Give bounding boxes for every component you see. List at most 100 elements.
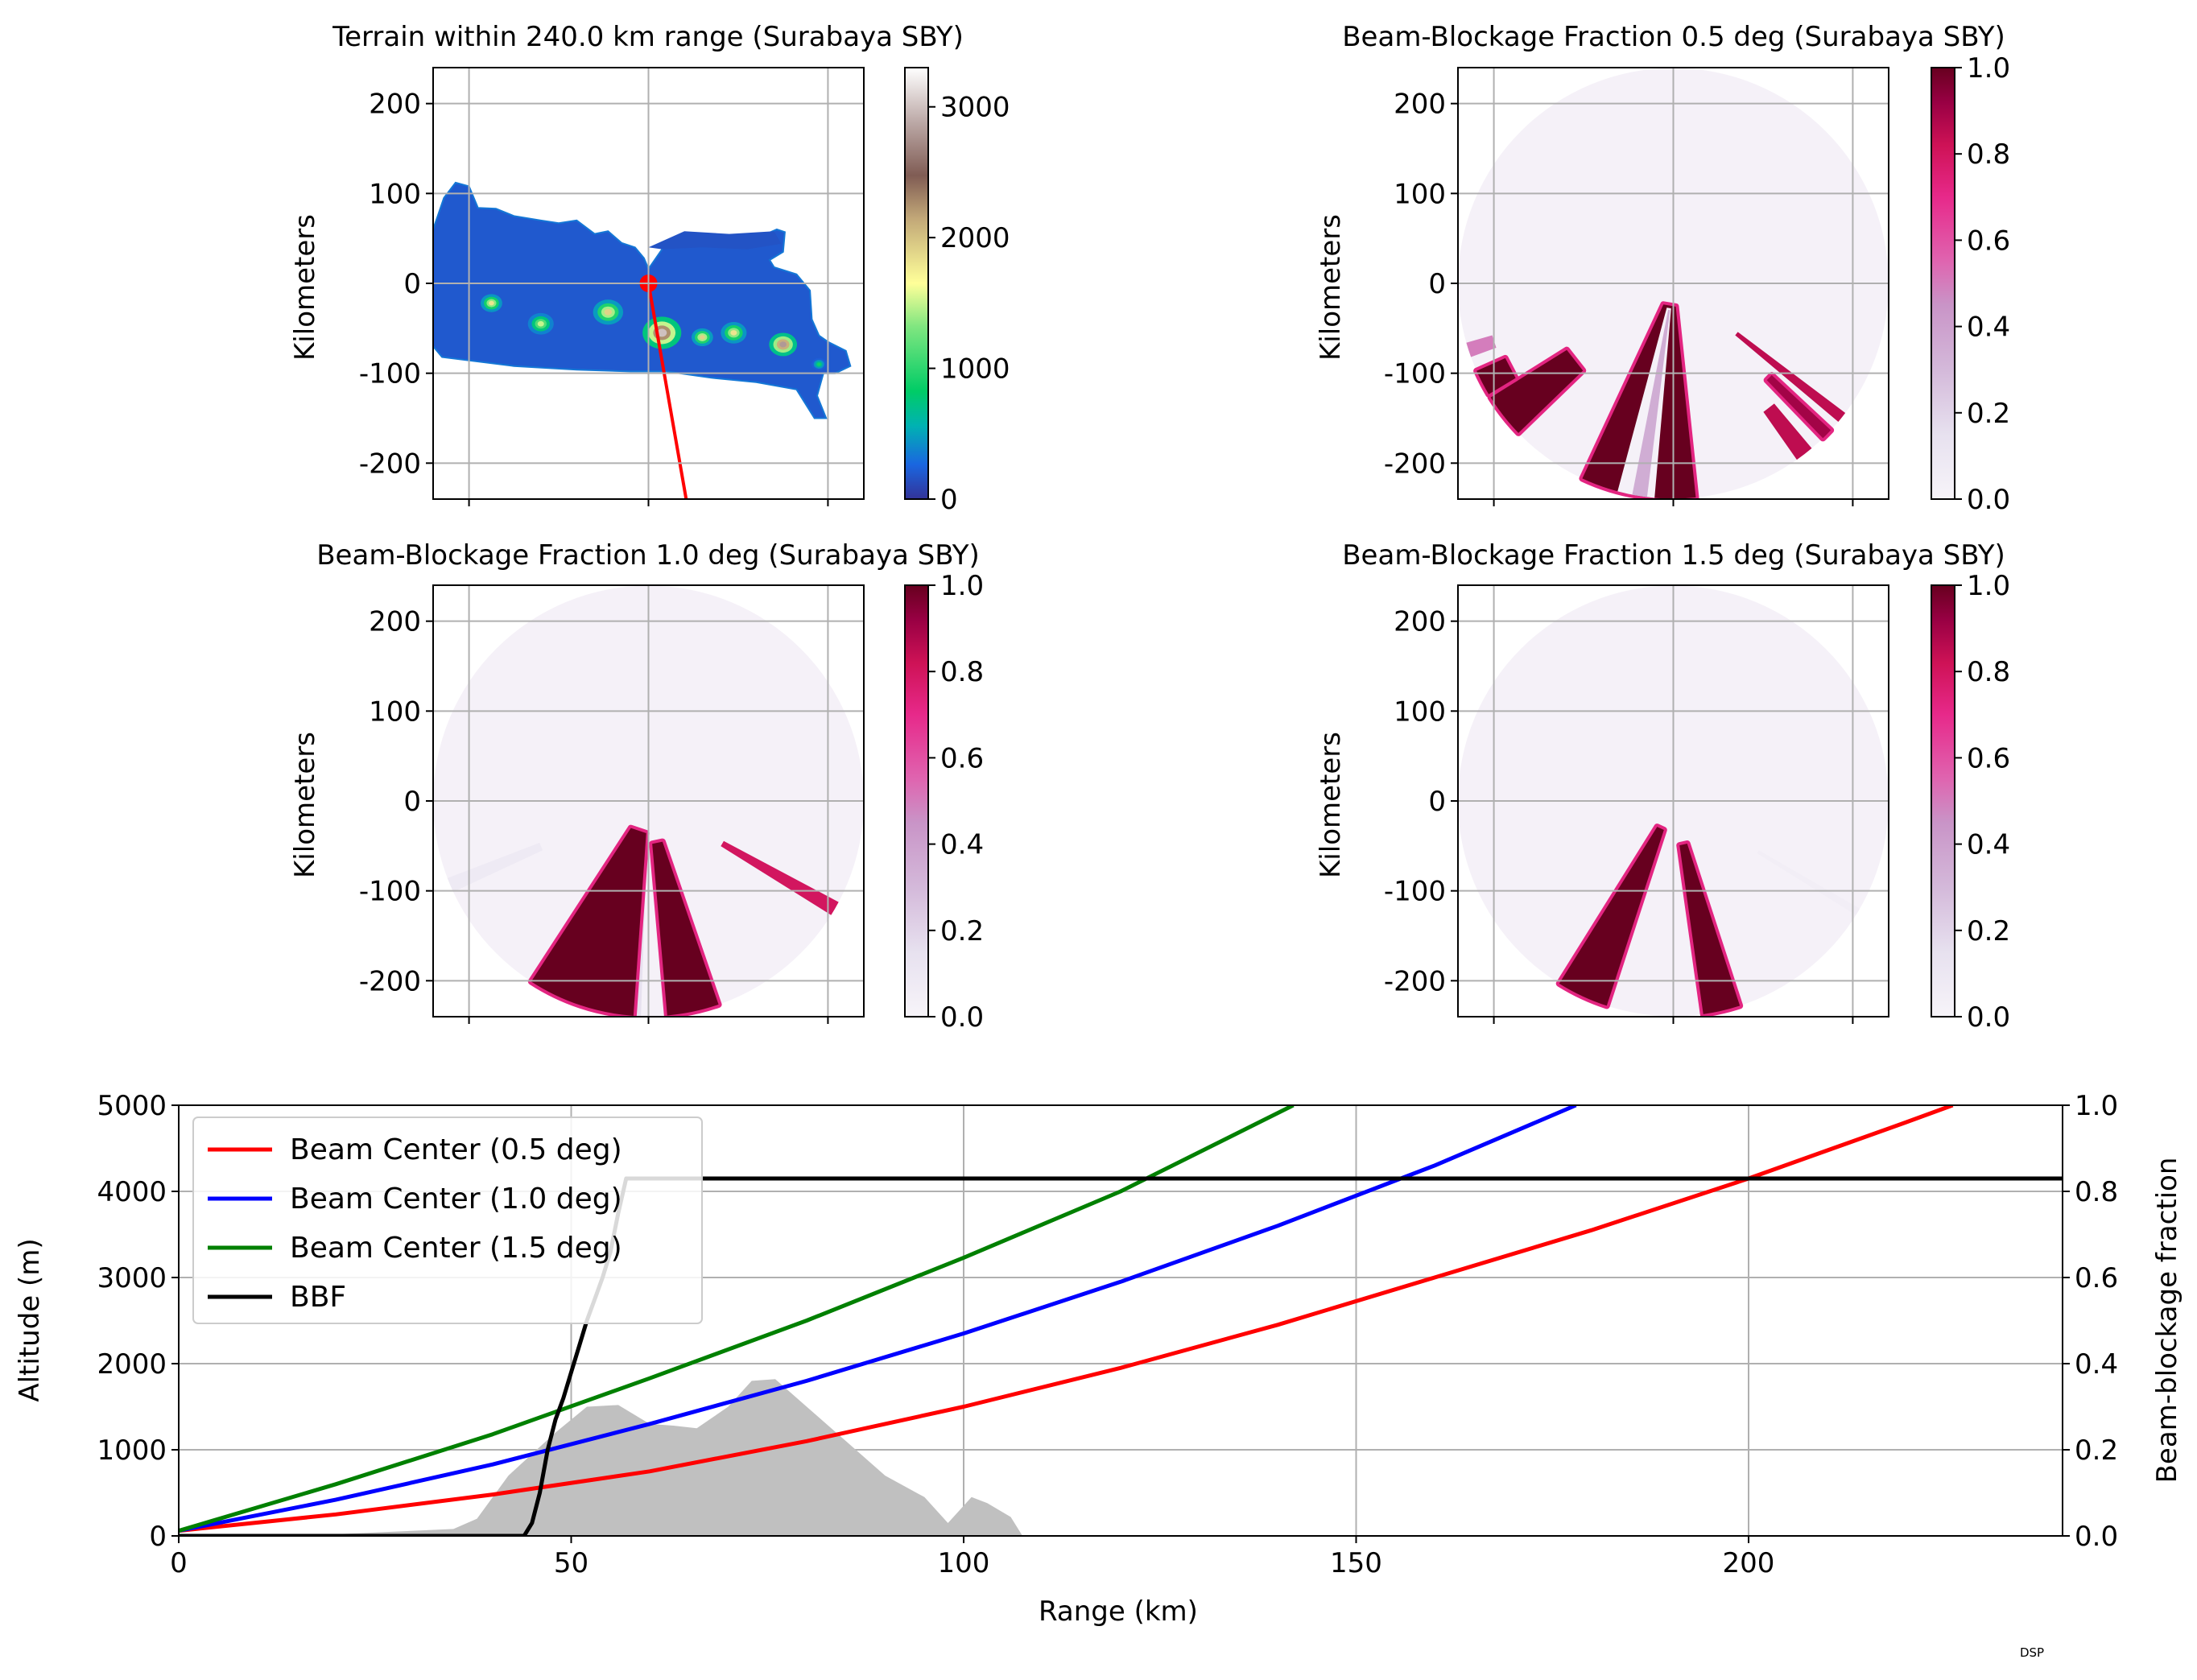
colorbar-tick-label: 0.2 [940, 915, 984, 947]
terrain-peak-3 [657, 328, 667, 337]
y-tick-label: 100 [1394, 178, 1446, 210]
blockage-sector-6 [1490, 349, 1584, 433]
bbf-1-0-deg-title: Beam-Blockage Fraction 1.0 deg (Surabaya… [316, 539, 980, 572]
colorbar-gradient [1931, 584, 1955, 1017]
profile-y2-tick-label: 0.0 [2075, 1521, 2118, 1553]
profile-y2-tick-label: 0.2 [2075, 1434, 2118, 1467]
legend-label-2: Beam Center (1.5 deg) [290, 1232, 622, 1265]
y-tick-label: 0 [1428, 786, 1446, 818]
terrain-peak-2 [604, 308, 613, 316]
profile-y-tick-label: 0 [149, 1521, 167, 1553]
colorbar-tick-label: 0.8 [1967, 138, 2010, 171]
terrain-peak-4 [700, 335, 705, 340]
blockage-sector-2 [1757, 850, 1860, 915]
blockage-sector-4 [447, 842, 543, 893]
terrain-colorbar: 0 1000 2000 3000 [904, 67, 1010, 516]
profile-x-tick-label: 150 [1330, 1547, 1382, 1579]
y-tick-label: 0 [403, 786, 421, 818]
profile-legend: Beam Center (0.5 deg) Beam Center (1.0 de… [192, 1117, 703, 1324]
bbf-1-0-deg-panel: Beam-Blockage Fraction 1.0 deg (Surabaya… [289, 539, 984, 1034]
y-tick-label: 200 [1394, 89, 1446, 121]
colorbar-tick-label: 1.0 [940, 570, 984, 602]
terrain-peak-7 [816, 362, 821, 366]
blockage-sector-0 [1679, 844, 1741, 1014]
y-tick-label: 100 [369, 178, 421, 210]
series-line-1 [179, 1105, 1577, 1533]
bbf-0-5-deg-panel: Beam-Blockage Fraction 0.5 deg (Surabaya… [1315, 21, 2010, 516]
bbf-1-5-deg-plot-area [1457, 584, 1889, 1017]
profile-x-tick-label: 100 [938, 1547, 990, 1579]
profile-y2label: Beam-blockage fraction [2151, 1158, 2183, 1484]
bbf-1-5-deg-ylabel: Kilometers [1315, 732, 1347, 878]
colorbar-tick-label: 1000 [940, 353, 1010, 386]
blockage-sector-0 [1735, 332, 1846, 422]
bbf-1-5-deg-colorbar: 0.0 0.2 0.4 0.6 0.8 1.0 [1931, 570, 2010, 1034]
profile-y-tick-label: 5000 [97, 1090, 167, 1122]
profile-y2-tick-label: 0.8 [2075, 1176, 2118, 1208]
colorbar-tick-label: 0.6 [940, 742, 984, 774]
bbf-1-5-deg-panel: Beam-Blockage Fraction 1.5 deg (Surabaya… [1315, 539, 2010, 1034]
y-tick-label: 0 [403, 268, 421, 300]
colorbar-gradient [1931, 67, 1955, 500]
terrain-peak-6 [779, 341, 787, 348]
series-line-2 [179, 1105, 1295, 1533]
terrain-map-plot-area [432, 67, 865, 500]
terrain-peak-1 [537, 320, 544, 327]
bbf-0-5-deg-plot-area [1457, 67, 1889, 500]
profile-y2-tick-label: 0.4 [2075, 1348, 2118, 1381]
bbf-1-0-deg-plot-area [432, 584, 865, 1017]
profile-ylabel: Altitude (m) [14, 1238, 46, 1401]
map-content [433, 181, 852, 499]
y-tick-label: -100 [1384, 876, 1446, 908]
bbf-0-5-deg-title: Beam-Blockage Fraction 0.5 deg (Surabaya… [1342, 21, 2005, 53]
colorbar-tick-label: 0 [940, 484, 958, 516]
profile-axes-frame [178, 1104, 2063, 1537]
blockage-sector-3 [1582, 304, 1696, 499]
bbf-0-5-deg-ylabel: Kilometers [1315, 214, 1347, 361]
legend-label-0: Beam Center (0.5 deg) [290, 1133, 622, 1166]
colorbar-tick-label: 0.2 [1967, 915, 2010, 947]
blockage-sector-3 [531, 828, 646, 1016]
profile-y2-tick-label: 1.0 [2075, 1090, 2118, 1122]
legend-label-3: BBF [290, 1281, 346, 1314]
blockage-sector-1 [1559, 827, 1664, 1006]
terrain-peak-0 [489, 300, 494, 306]
profile-xlabel: Range (km) [1039, 1595, 1198, 1628]
colorbar-tick-label: 0.6 [1967, 742, 2010, 774]
profile-y-tick-label: 3000 [97, 1262, 167, 1294]
y-tick-label: -100 [359, 876, 421, 908]
colorbar-tick-label: 3000 [940, 92, 1010, 124]
blockage-sector-8 [1466, 335, 1497, 357]
colorbar-tick-label: 0.4 [940, 829, 984, 861]
bbf-1-0-deg-ticks: 200 100 0 -100 -200 [359, 606, 829, 1024]
beam-profile-panel: Altitude (m) Beam-blockage fraction Rang… [14, 1090, 2183, 1628]
profile-x-tick-label: 50 [554, 1547, 588, 1579]
blockage-sector-0 [721, 840, 839, 915]
y-tick-label: -200 [1384, 965, 1446, 997]
y-tick-label: 100 [1394, 696, 1446, 728]
bbf-1-0-deg-colorbar: 0.0 0.2 0.4 0.6 0.8 1.0 [904, 570, 984, 1034]
colorbar-tick-label: 0.4 [1967, 829, 2010, 861]
y-tick-label: 200 [369, 606, 421, 638]
blockage-sector-7 [1476, 357, 1516, 394]
colorbar-tick-label: 0.2 [1967, 398, 2010, 430]
terrain-map-ticks: 200 100 0 -100 -200 [359, 89, 829, 506]
colorbar-tick-label: 0.0 [1967, 1001, 2010, 1034]
blockage-sector-4 [1617, 308, 1671, 498]
profile-x-tick-label: 0 [170, 1547, 188, 1579]
y-tick-label: -200 [359, 965, 421, 997]
terrain-map-title: Terrain within 240.0 km range (Surabaya … [332, 21, 964, 53]
profile-x-tick-label: 200 [1723, 1547, 1775, 1579]
terrain-profile-area [179, 1379, 1023, 1536]
colorbar-tick-label: 2000 [940, 222, 1010, 254]
y-tick-label: -100 [359, 358, 421, 390]
profile-y2-tick-label: 0.6 [2075, 1262, 2118, 1294]
bbf-0-5-deg-ticks: 200 100 0 -100 -200 [1384, 89, 1854, 506]
legend-label-1: Beam Center (1.0 deg) [290, 1183, 622, 1216]
y-tick-label: -100 [1384, 358, 1446, 390]
colorbar-tick-label: 1.0 [1967, 52, 2010, 85]
profile-y-tick-label: 1000 [97, 1434, 167, 1467]
bbf-0-5-deg-colorbar: 0.0 0.2 0.4 0.6 0.8 1.0 [1931, 52, 2010, 516]
profile-y-tick-label: 2000 [97, 1348, 167, 1381]
blockage-sector-2 [1763, 403, 1812, 460]
